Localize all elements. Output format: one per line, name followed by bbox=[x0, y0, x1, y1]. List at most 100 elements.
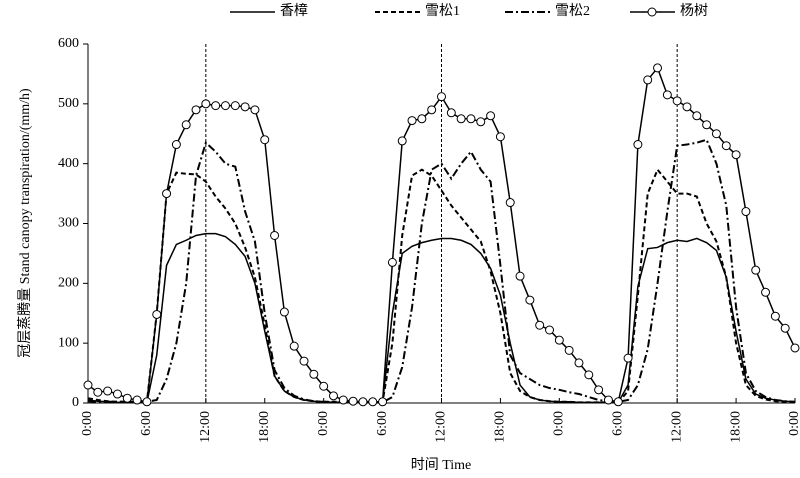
marker bbox=[721, 141, 731, 151]
marker bbox=[93, 387, 103, 397]
marker bbox=[643, 75, 653, 85]
marker bbox=[564, 345, 574, 355]
marker bbox=[633, 140, 643, 150]
marker bbox=[142, 397, 152, 407]
marker bbox=[201, 99, 211, 109]
marker bbox=[437, 92, 446, 102]
marker bbox=[358, 397, 368, 407]
marker bbox=[319, 381, 329, 391]
marker bbox=[309, 369, 319, 379]
marker bbox=[132, 395, 142, 405]
marker bbox=[790, 343, 800, 353]
y-tick-label: 0 bbox=[72, 395, 79, 410]
marker bbox=[427, 105, 437, 115]
marker bbox=[240, 102, 250, 112]
marker bbox=[162, 189, 172, 199]
x-tick-label: 18:00 bbox=[728, 411, 743, 443]
marker bbox=[171, 140, 181, 150]
legend-label: 雪松1 bbox=[425, 3, 460, 19]
marker bbox=[692, 111, 702, 121]
marker bbox=[711, 129, 721, 139]
y-tick-label: 100 bbox=[58, 335, 79, 350]
marker bbox=[554, 335, 564, 345]
marker bbox=[731, 150, 741, 160]
series-line bbox=[87, 167, 796, 404]
x-axis-label: 时间 Time bbox=[411, 457, 472, 473]
marker bbox=[780, 323, 790, 333]
marker bbox=[328, 391, 338, 401]
x-tick-label: 6:00 bbox=[610, 411, 625, 436]
marker bbox=[250, 105, 260, 115]
marker bbox=[761, 287, 771, 297]
marker bbox=[407, 116, 417, 126]
marker bbox=[702, 120, 712, 130]
marker bbox=[260, 135, 270, 145]
marker bbox=[770, 311, 780, 321]
marker bbox=[603, 395, 613, 405]
marker bbox=[741, 207, 751, 217]
marker bbox=[152, 309, 162, 319]
series-line bbox=[87, 138, 796, 404]
marker bbox=[466, 114, 476, 124]
legend-label: 香樟 bbox=[280, 2, 308, 19]
marker bbox=[495, 132, 505, 142]
marker bbox=[299, 356, 309, 366]
x-tick-label: 0:00 bbox=[80, 411, 95, 436]
marker bbox=[378, 397, 388, 407]
marker bbox=[270, 230, 280, 240]
marker bbox=[103, 386, 113, 396]
marker bbox=[623, 353, 633, 363]
marker bbox=[672, 96, 682, 106]
marker bbox=[584, 370, 594, 380]
y-axis-label: 冠层蒸腾量 Stand canopy transpiration/(mm/h) bbox=[16, 88, 33, 358]
marker bbox=[662, 90, 672, 100]
marker bbox=[613, 397, 623, 407]
legend-label: 杨树 bbox=[680, 3, 708, 19]
marker bbox=[446, 108, 456, 118]
y-tick-label: 200 bbox=[58, 276, 79, 291]
marker bbox=[181, 120, 191, 130]
marker bbox=[751, 265, 761, 275]
x-tick-label: 12:00 bbox=[198, 411, 213, 443]
x-tick-label: 0:00 bbox=[787, 411, 800, 436]
x-tick-label: 18:00 bbox=[493, 411, 508, 443]
legend-marker bbox=[647, 7, 657, 17]
marker bbox=[682, 102, 692, 112]
x-tick-label: 6:00 bbox=[375, 411, 390, 436]
marker bbox=[83, 380, 93, 390]
x-tick-label: 0:00 bbox=[316, 411, 331, 436]
marker bbox=[289, 341, 299, 351]
marker bbox=[122, 393, 132, 403]
marker bbox=[574, 358, 584, 368]
marker bbox=[545, 325, 555, 335]
marker bbox=[505, 198, 515, 208]
marker bbox=[211, 101, 221, 111]
series-line bbox=[87, 232, 796, 404]
marker bbox=[515, 271, 525, 281]
y-tick-label: 600 bbox=[58, 36, 79, 51]
marker bbox=[525, 295, 535, 305]
marker bbox=[220, 101, 230, 111]
x-tick-label: 6:00 bbox=[139, 411, 154, 436]
y-tick-label: 400 bbox=[58, 156, 79, 171]
x-tick-label: 0:00 bbox=[552, 411, 567, 436]
marker bbox=[338, 395, 348, 405]
marker bbox=[456, 114, 466, 124]
marker bbox=[417, 114, 427, 124]
marker bbox=[230, 101, 240, 111]
marker bbox=[397, 136, 407, 146]
y-tick-label: 500 bbox=[58, 96, 79, 111]
x-tick-label: 18:00 bbox=[257, 411, 272, 443]
x-tick-label: 12:00 bbox=[669, 411, 684, 443]
marker bbox=[486, 111, 496, 121]
legend-label: 雪松2 bbox=[555, 3, 590, 19]
marker bbox=[348, 396, 358, 406]
x-tick-label: 12:00 bbox=[434, 411, 449, 443]
marker bbox=[476, 117, 486, 127]
marker bbox=[279, 307, 289, 317]
marker bbox=[387, 257, 397, 267]
marker bbox=[112, 389, 122, 399]
marker bbox=[653, 63, 663, 73]
marker bbox=[594, 385, 604, 395]
